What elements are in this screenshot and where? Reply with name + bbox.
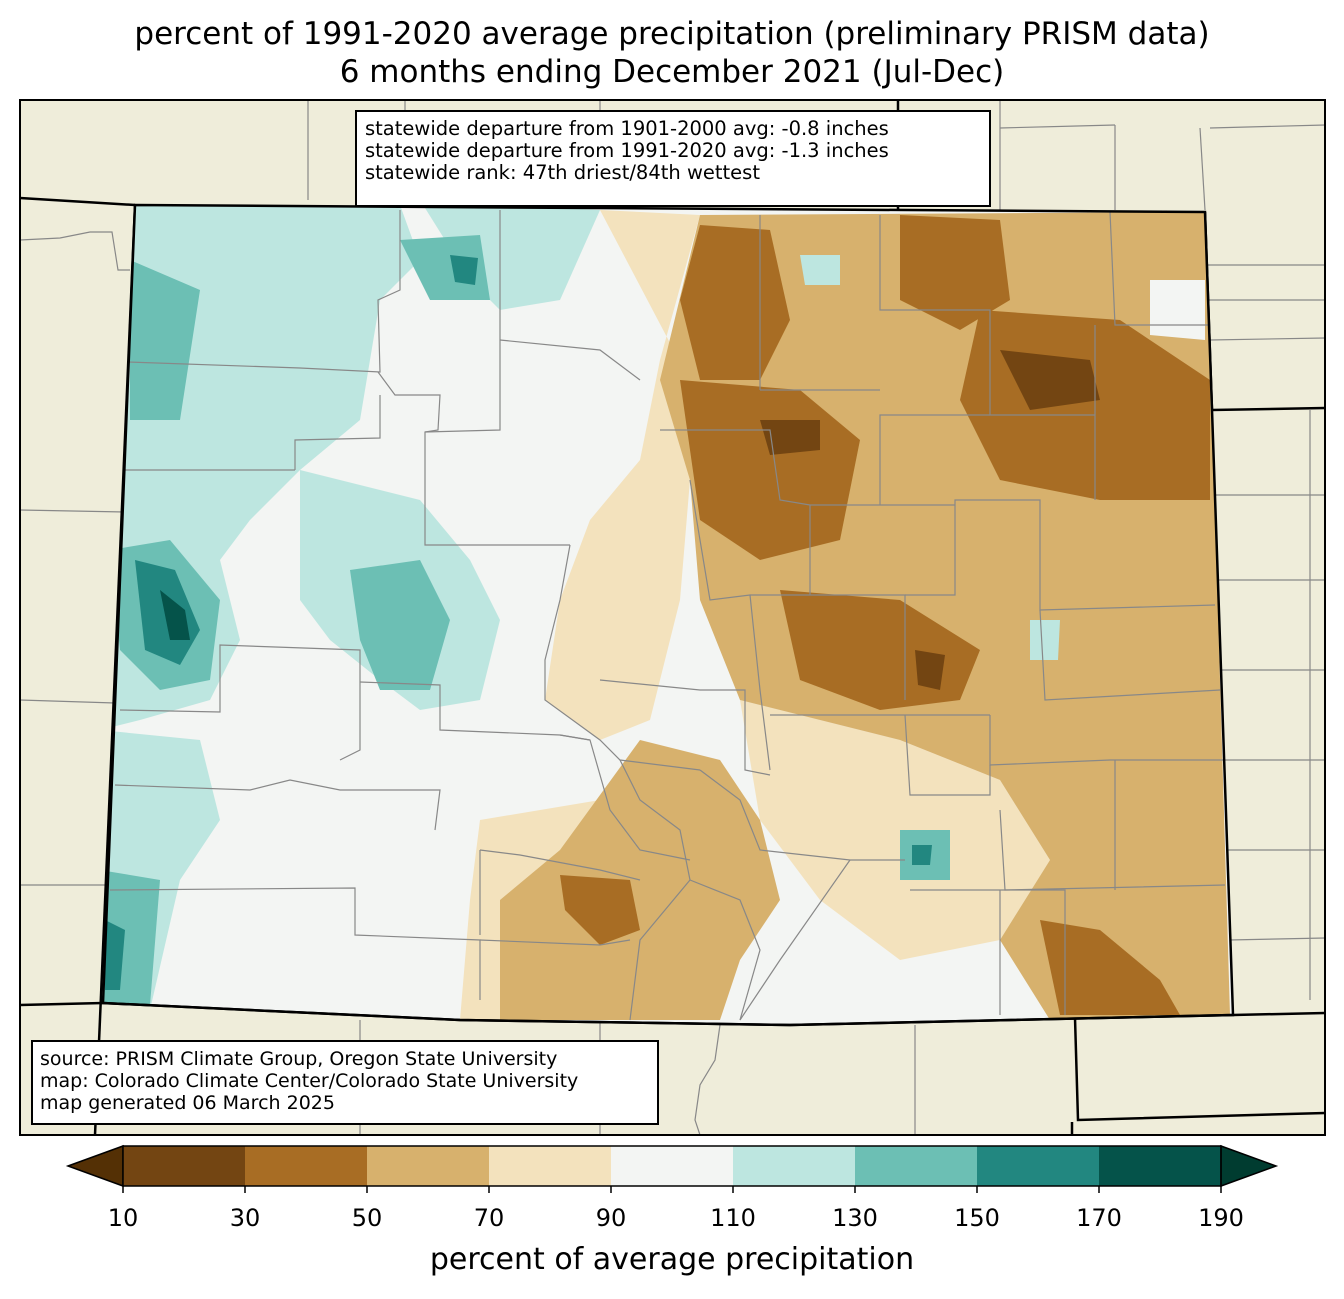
colorbar-bin	[977, 1146, 1099, 1186]
stats-line-1991-2020: statewide departure from 1991-2020 avg: …	[365, 139, 889, 162]
county-lines	[109, 210, 1226, 1021]
colorbar-tick-label: 70	[473, 1204, 505, 1232]
colorbar-bin	[367, 1146, 489, 1186]
colorbar-bin	[855, 1146, 977, 1186]
colorbar-tick-label: 30	[229, 1204, 261, 1232]
map-frame	[19, 99, 1326, 1136]
southern-border	[102, 1001, 1326, 1027]
stats-line-1901-2000: statewide departure from 1901-2000 avg: …	[365, 117, 889, 140]
colorbar-bin	[245, 1146, 367, 1186]
colorbar-tick-label: 110	[710, 1204, 756, 1232]
colorbar-tick-label: 190	[1198, 1204, 1244, 1232]
colorbar-outline	[122, 1145, 1222, 1187]
map-subtitle: 6 months ending December 2021 (Jul-Dec)	[339, 54, 1005, 90]
colorbar-under-arrow	[65, 1144, 124, 1188]
precip-field	[103, 205, 1233, 1025]
colorbar-label: percent of average precipitation	[429, 1242, 915, 1277]
stats-line-rank: statewide rank: 47th driest/84th wettest	[365, 161, 760, 184]
source-line-prism: source: PRISM Climate Group, Oregon Stat…	[40, 1048, 558, 1070]
colorbar	[65, 1144, 1279, 1193]
statewide-stats-box: statewide departure from 1901-2000 avg: …	[355, 110, 991, 207]
source-line-map: map: Colorado Climate Center/Colorado St…	[40, 1070, 579, 1092]
colorbar-tick-label: 90	[595, 1204, 627, 1232]
map-title: percent of 1991-2020 average precipitati…	[134, 16, 1210, 52]
colorbar-tick-label: 150	[954, 1204, 1000, 1232]
source-box: source: PRISM Climate Group, Oregon Stat…	[31, 1040, 659, 1125]
colorbar-bin	[733, 1146, 855, 1186]
colorbar-bin	[489, 1146, 611, 1186]
colorbar-bin	[611, 1146, 733, 1186]
colorbar-tick-label: 170	[1076, 1204, 1122, 1232]
colorbar-tick-label: 130	[832, 1204, 878, 1232]
colorbar-tick-label: 10	[107, 1204, 139, 1232]
source-line-generated: map generated 06 March 2025	[40, 1092, 335, 1114]
colorbar-over-arrow	[1220, 1144, 1279, 1188]
colorbar-bin	[123, 1146, 245, 1186]
colorbar-tick-label: 50	[351, 1204, 383, 1232]
colorbar-bin	[1099, 1146, 1221, 1186]
